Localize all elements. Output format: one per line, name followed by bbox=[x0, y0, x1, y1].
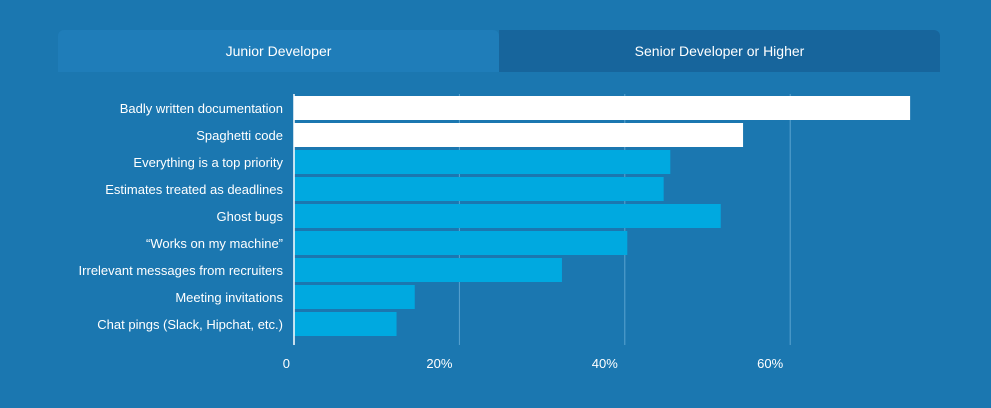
bar-2 bbox=[294, 150, 671, 174]
category-label-3: Estimates treated as deadlines bbox=[105, 182, 283, 197]
category-label-5: “Works on my machine” bbox=[146, 236, 283, 251]
category-label-0: Badly written documentation bbox=[120, 101, 283, 116]
category-label-1: Spaghetti code bbox=[196, 128, 283, 143]
category-label-8: Chat pings (Slack, Hipchat, etc.) bbox=[97, 317, 283, 332]
category-label-4: Ghost bugs bbox=[217, 209, 284, 224]
tick-label-60: 60% bbox=[757, 356, 783, 371]
tab-junior-developer[interactable]: Junior Developer bbox=[58, 30, 499, 72]
tick-label-0: 0 bbox=[283, 356, 290, 371]
category-label-2: Everything is a top priority bbox=[133, 155, 283, 170]
tick-label-20: 20% bbox=[426, 356, 452, 371]
bar-8 bbox=[294, 312, 397, 336]
bar-3 bbox=[294, 177, 664, 201]
bar-0 bbox=[294, 96, 911, 120]
bar-7 bbox=[294, 285, 415, 309]
bar-1 bbox=[294, 123, 744, 147]
tab-senior-developer[interactable]: Senior Developer or Higher bbox=[499, 30, 940, 72]
bar-4 bbox=[294, 204, 721, 228]
bar-6 bbox=[294, 258, 562, 282]
tick-label-40: 40% bbox=[592, 356, 618, 371]
category-label-6: Irrelevant messages from recruiters bbox=[79, 263, 284, 278]
category-label-7: Meeting invitations bbox=[175, 290, 283, 305]
bar-5 bbox=[294, 231, 628, 255]
tab-bar: Junior Developer Senior Developer or Hig… bbox=[58, 30, 940, 72]
